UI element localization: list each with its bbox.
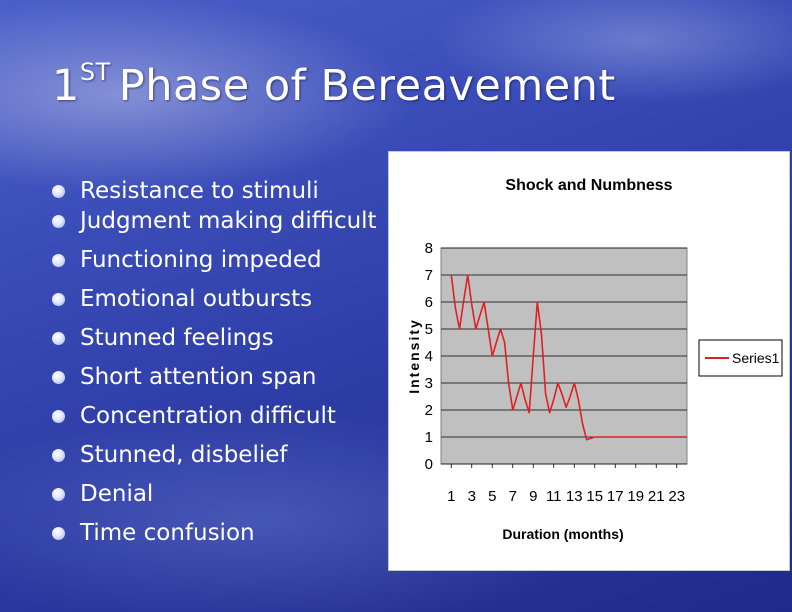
x-tick-label: 19 (627, 488, 644, 505)
bullet-icon (52, 332, 65, 345)
bullet-text: Time confusion (80, 520, 255, 546)
y-tick-label: 1 (425, 429, 433, 446)
y-tick-label: 8 (425, 240, 433, 257)
y-tick-label: 0 (425, 456, 433, 473)
bullet-icon (52, 527, 65, 540)
legend: Series1 (698, 339, 783, 377)
bullet-item: Emotional outbursts (52, 284, 382, 314)
bullet-item: Stunned feelings (52, 323, 382, 353)
bullet-text: Concentration difficult (80, 403, 336, 429)
title-number: 1 (52, 61, 80, 111)
title-superscript: ST (79, 58, 111, 86)
chart-title: Shock and Numbness (505, 177, 672, 194)
bullet-text: Emotional outbursts (80, 286, 313, 312)
bullet-text: Functioning impeded (80, 247, 322, 273)
y-tick-label: 3 (425, 375, 433, 392)
bullet-icon (52, 488, 65, 501)
y-axis-label: Intensity (406, 318, 422, 394)
bullet-text: Resistance to stimuli (80, 178, 319, 204)
x-tick-label: 13 (566, 488, 583, 505)
x-tick-label: 23 (668, 488, 685, 505)
x-tick-label: 7 (509, 488, 517, 505)
x-tick-label: 15 (586, 488, 603, 505)
bullet-text: Stunned, disbelief (80, 442, 288, 468)
x-tick-label: 21 (648, 488, 665, 505)
title-text: Phase of Bereavement (118, 61, 616, 111)
series-line (450, 274, 687, 441)
x-axis-label: Duration (months) (502, 526, 623, 542)
bullet-icon (52, 254, 65, 267)
bullet-icon (52, 215, 65, 228)
y-tick-label: 5 (425, 321, 433, 338)
x-tick-label: 1 (447, 488, 455, 505)
y-tick-label: 6 (425, 294, 433, 311)
gridlines (441, 247, 687, 465)
y-tick-label: 2 (425, 402, 433, 419)
x-tick-label: 5 (488, 488, 496, 505)
y-tick-label: 7 (425, 267, 433, 284)
bullet-item: Short attention span (52, 362, 382, 392)
bullet-item: Denial (52, 479, 382, 509)
bullet-list: Resistance to stimuli Judgment making di… (52, 176, 382, 557)
bullet-icon (52, 449, 65, 462)
bullet-item: Time confusion (52, 518, 382, 548)
bullet-icon (52, 410, 65, 423)
bullet-item: Judgment making difficult (52, 206, 382, 236)
x-tick-label: 11 (546, 488, 562, 505)
bullet-item: Stunned, disbelief (52, 440, 382, 470)
slide-title: 1ST Phase of Bereavement (52, 58, 616, 111)
bullet-item: Concentration difficult (52, 401, 382, 431)
bullet-item: Functioning impeded (52, 245, 382, 275)
bullet-icon (52, 185, 65, 198)
bullet-text: Judgment making difficult (80, 208, 377, 234)
bullet-icon (52, 371, 65, 384)
y-tick-label: 4 (425, 348, 433, 365)
bullet-text: Short attention span (80, 364, 317, 390)
x-tick-label: 3 (468, 488, 476, 505)
bullet-text: Stunned feelings (80, 325, 274, 351)
bullet-text: Denial (80, 481, 154, 507)
x-tick-label: 17 (607, 488, 624, 505)
y-axis-ticks: 0 1 2 3 4 5 6 7 8 (425, 240, 433, 473)
x-axis-ticks: 1 3 5 7 9 11 13 15 17 19 21 23 (447, 464, 685, 505)
x-tick-label: 9 (529, 488, 537, 505)
bullet-item: Resistance to stimuli (52, 176, 382, 206)
bullet-icon (52, 293, 65, 306)
legend-label: Series1 (732, 350, 780, 366)
